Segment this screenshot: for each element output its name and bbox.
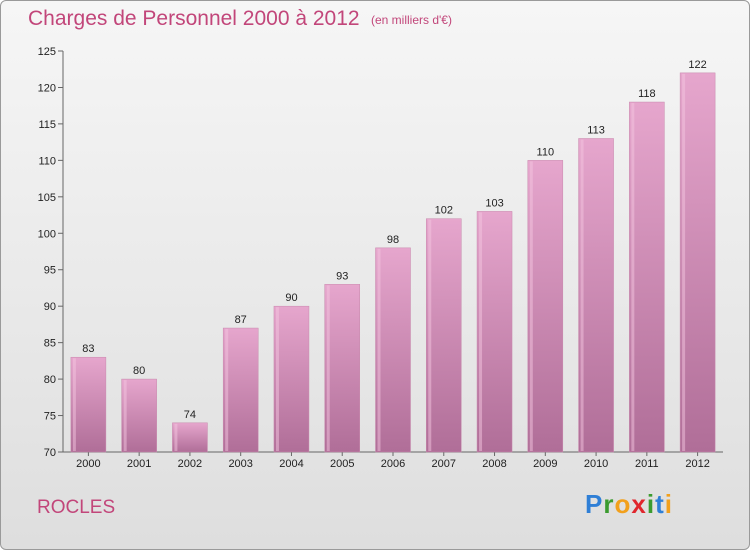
chart-subtitle: (en milliers d'€) bbox=[371, 13, 452, 27]
x-tick-label-2002: 2002 bbox=[178, 458, 202, 470]
bar-2005 bbox=[324, 284, 360, 453]
bar-2003 bbox=[222, 327, 259, 453]
y-tick-label: 80 bbox=[44, 374, 56, 386]
y-tick-label: 115 bbox=[38, 119, 56, 131]
y-tick-label: 110 bbox=[38, 155, 56, 167]
x-tick-label-2000: 2000 bbox=[76, 458, 100, 470]
data-label-2009: 110 bbox=[537, 146, 555, 158]
bar-2000 bbox=[70, 356, 107, 453]
bar-highlight bbox=[580, 139, 584, 451]
bar-2006 bbox=[375, 247, 411, 453]
bar-2002 bbox=[172, 422, 208, 453]
x-tick-label-2010: 2010 bbox=[584, 458, 608, 470]
y-tick-label: 85 bbox=[44, 338, 56, 350]
x-tick-label-2004: 2004 bbox=[279, 458, 303, 470]
data-label-2008: 103 bbox=[485, 197, 503, 209]
x-tick-label-2008: 2008 bbox=[482, 458, 506, 470]
brand-letter-3: x bbox=[631, 489, 647, 519]
bar-highlight bbox=[326, 285, 330, 451]
y-tick-label: 70 bbox=[44, 447, 56, 459]
x-tick-label-2005: 2005 bbox=[330, 458, 354, 470]
bar-2001 bbox=[121, 378, 157, 453]
bar-highlight bbox=[479, 212, 483, 451]
y-tick-label: 125 bbox=[38, 46, 56, 58]
brand-letter-0: P bbox=[585, 489, 604, 519]
data-label-2005: 93 bbox=[336, 270, 348, 282]
y-tick-label: 75 bbox=[44, 411, 56, 423]
bar-2010 bbox=[578, 138, 614, 453]
y-tick-label: 100 bbox=[38, 228, 56, 240]
x-tick-label-2009: 2009 bbox=[533, 458, 557, 470]
bar-highlight bbox=[275, 307, 279, 451]
x-tick-label-2003: 2003 bbox=[228, 458, 252, 470]
data-label-2012: 122 bbox=[688, 59, 706, 71]
bar-highlight bbox=[225, 329, 229, 451]
y-tick-label: 105 bbox=[38, 192, 56, 204]
bar-highlight bbox=[174, 423, 178, 451]
data-label-2010: 113 bbox=[587, 124, 605, 136]
data-label-2002: 74 bbox=[184, 409, 196, 421]
data-label-2006: 98 bbox=[387, 234, 399, 246]
brand-logo[interactable]: Proxiti bbox=[585, 489, 673, 520]
data-label-2001: 80 bbox=[133, 365, 145, 377]
x-tick-label-2006: 2006 bbox=[381, 458, 405, 470]
bar-2012 bbox=[679, 72, 716, 453]
bars-group bbox=[70, 72, 716, 453]
brand-letter-6: i bbox=[664, 489, 673, 519]
data-label-2004: 90 bbox=[285, 292, 297, 304]
bar-2009 bbox=[527, 160, 564, 453]
y-tick-label: 120 bbox=[38, 82, 56, 94]
bar-highlight bbox=[682, 73, 686, 451]
x-tick-label-2012: 2012 bbox=[685, 458, 709, 470]
data-label-2003: 87 bbox=[235, 314, 247, 326]
y-axis: 70 75 80 85 90 95 100 105 110 115 120 125 bbox=[38, 46, 64, 459]
x-tick-label-2001: 2001 bbox=[127, 458, 151, 470]
bar-2008 bbox=[476, 211, 513, 453]
bar-2011 bbox=[629, 101, 665, 453]
bar-highlight bbox=[377, 248, 381, 451]
brand-letter-1: r bbox=[603, 489, 615, 519]
bar-highlight bbox=[428, 219, 432, 451]
x-tick-label-2007: 2007 bbox=[432, 458, 456, 470]
bar-highlight bbox=[72, 358, 76, 451]
y-tick-label: 90 bbox=[44, 301, 56, 313]
bar-2007 bbox=[426, 218, 462, 453]
data-label-2000: 83 bbox=[82, 343, 94, 355]
bar-highlight bbox=[631, 103, 635, 451]
brand-letter-5: t bbox=[655, 489, 665, 519]
brand-letter-2: o bbox=[614, 489, 632, 519]
data-label-2007: 102 bbox=[435, 205, 453, 217]
brand-letter-4: i bbox=[646, 489, 656, 519]
data-labels-group: 83 80 74 87 90 93 98 102 103 110 113 118 122 bbox=[82, 59, 707, 421]
bar-2004 bbox=[273, 305, 310, 453]
place-name: ROCLES bbox=[37, 497, 116, 518]
bar-highlight bbox=[123, 380, 127, 451]
chart-title: Charges de Personnel 2000 à 2012 bbox=[28, 7, 360, 30]
data-label-2011: 118 bbox=[638, 88, 656, 100]
x-axis: 2000 2001 2002 2003 2004 2005 2006 2007 2008 2009… bbox=[63, 451, 723, 470]
x-tick-label-2011: 2011 bbox=[635, 458, 659, 470]
y-tick-label: 95 bbox=[44, 265, 56, 277]
bar-highlight bbox=[529, 161, 533, 451]
